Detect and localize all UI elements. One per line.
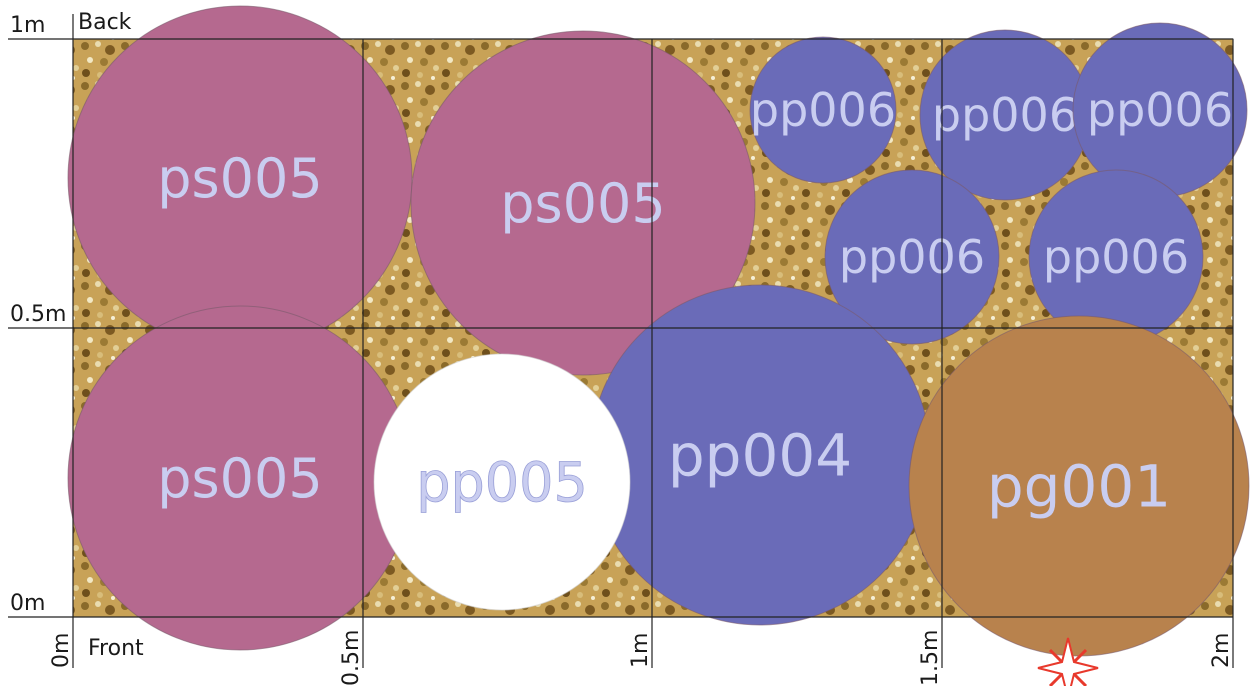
plant-label: pp006: [1043, 230, 1189, 284]
compass-star-icon: [1037, 637, 1099, 686]
plant-pp006: pp006: [1072, 22, 1248, 198]
y-label-0m: 0m: [10, 591, 45, 616]
plant-ps005: ps005: [67, 305, 413, 651]
x-label-1-5m: 1.5m: [918, 630, 943, 686]
plant-pp006: pp006: [1028, 169, 1204, 345]
plant-label: pp006: [750, 83, 896, 137]
plant-label: pp006: [932, 88, 1078, 142]
plant-label: pp006: [839, 230, 985, 284]
plant-pp005: pp005: [373, 353, 631, 611]
plant-pg001: pg001: [908, 315, 1250, 657]
plant-circle: [410, 30, 756, 376]
plant-label: pg001: [987, 452, 1171, 520]
x-label-1m: 1m: [628, 633, 653, 668]
plant-label: pp006: [1087, 83, 1233, 137]
plant-circle: [373, 353, 631, 611]
front-label: Front: [88, 636, 144, 661]
x-label-0m: 0m: [49, 633, 74, 668]
grid: [8, 14, 1234, 668]
plant-label: ps005: [157, 147, 322, 210]
plant-label: pp004: [668, 421, 852, 489]
plant-label: ps005: [157, 447, 322, 510]
plant-pp006: pp006: [824, 169, 1000, 345]
plant-circle: [824, 169, 1000, 345]
plant-pp006: pp006: [749, 36, 897, 184]
plant-label: pp005: [416, 451, 588, 514]
plant-pp006: pp006: [919, 29, 1091, 201]
y-label-1m: 1m: [10, 13, 45, 38]
plant-ps005: ps005: [67, 5, 413, 351]
plant-label: ps005: [500, 172, 665, 235]
x-label-0-5m: 0.5m: [339, 630, 364, 686]
plant-ps005: ps005: [410, 30, 756, 376]
plant-pp004: pp004: [589, 284, 931, 626]
back-label: Back: [78, 10, 132, 35]
plant-circle: [749, 36, 897, 184]
x-label-2m: 2m: [1209, 633, 1234, 668]
y-label-0-5m: 0.5m: [10, 302, 66, 327]
